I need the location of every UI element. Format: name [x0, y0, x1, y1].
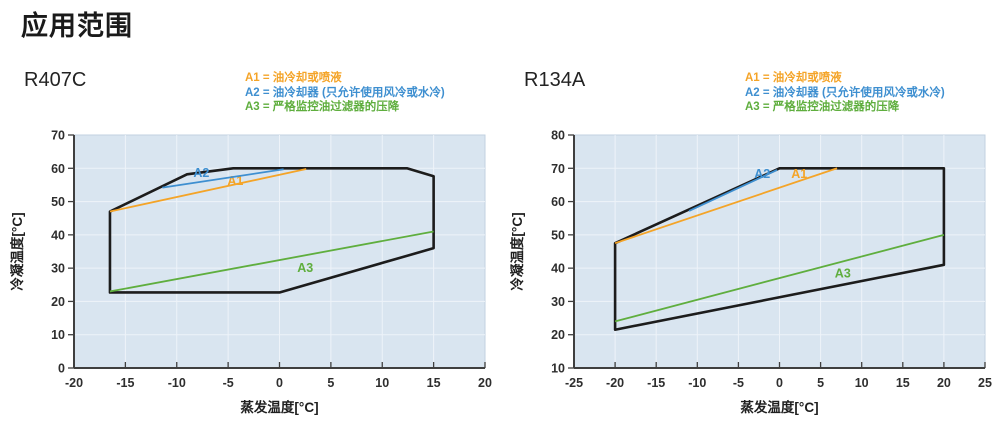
chart-title-r407c: R407C: [24, 69, 87, 91]
svg-text:20: 20: [51, 295, 65, 309]
legend-item-a1: A1 = 油冷却或喷液: [745, 72, 842, 84]
svg-text:70: 70: [551, 162, 565, 176]
svg-text:-20: -20: [65, 376, 83, 390]
legend-r407c: A1 = 油冷却或喷液 A2 = 油冷却器 (只允许使用风冷或水冷) A3 = …: [245, 71, 445, 115]
svg-text:5: 5: [327, 376, 334, 390]
svg-text:0: 0: [276, 376, 283, 390]
line-label-a3: A3: [835, 266, 851, 280]
svg-text:10: 10: [855, 376, 869, 390]
page-title: 应用范围: [21, 11, 133, 41]
chart-header-r134a: R134A A1 = 油冷却或喷液 A2 = 油冷却器 (只允许使用风冷或水冷)…: [500, 60, 1000, 118]
legend-item-a2: A2 = 油冷却器 (只允许使用风冷或水冷): [245, 86, 445, 99]
chart-block-r407c: R407C A1 = 油冷却或喷液 A2 = 油冷却器 (只允许使用风冷或水冷)…: [0, 60, 500, 441]
svg-text:-5: -5: [733, 376, 744, 390]
svg-text:0: 0: [776, 376, 783, 390]
x-axis-title: 蒸发温度[°C]: [740, 399, 818, 415]
svg-text:20: 20: [551, 328, 565, 342]
svg-text:20: 20: [478, 376, 492, 390]
svg-text:60: 60: [551, 195, 565, 209]
svg-text:-10: -10: [688, 376, 706, 390]
svg-text:-25: -25: [565, 376, 583, 390]
svg-text:0: 0: [58, 362, 65, 376]
line-a1: [109, 168, 307, 213]
chart-title-r134a: R134A: [524, 69, 586, 91]
line-a2: [162, 168, 284, 189]
svg-text:-15: -15: [647, 376, 665, 390]
svg-text:80: 80: [551, 129, 565, 143]
svg-text:70: 70: [51, 129, 65, 143]
operating-envelope: [108, 166, 435, 294]
line-a3: [109, 230, 434, 293]
line-a3: [614, 233, 945, 323]
tick-labels: -20 -15 -10 -5 0 5 10 15 20 0 10 20 30 40 50 60 70: [51, 129, 492, 391]
legend-item-a2: A2 = 油冷却器 (只允许使用风冷或水冷): [745, 86, 945, 99]
svg-text:30: 30: [51, 262, 65, 276]
svg-text:60: 60: [51, 162, 65, 176]
svg-text:40: 40: [551, 262, 565, 276]
line-a2: [688, 169, 778, 212]
svg-text:5: 5: [817, 376, 824, 390]
svg-text:-10: -10: [168, 376, 186, 390]
svg-text:50: 50: [551, 228, 565, 242]
legend-item-a3: A3 = 严格监控油过滤器的压降: [245, 101, 400, 113]
x-axis-title: 蒸发温度[°C]: [240, 399, 318, 415]
chart-canvas-r134a: -25 -20 -15 -10 -5 0 5 10 15 20 25 10 20 30 40 50 60 70 80…: [509, 129, 992, 416]
line-label-a3: A3: [297, 261, 313, 275]
series-lines: A1 A2 A3: [614, 167, 945, 323]
svg-text:30: 30: [551, 295, 565, 309]
chart-canvas-r407c: -20 -15 -10 -5 0 5 10 15 20010203040506070A1A2A3…: [9, 129, 492, 416]
line-label-a1: A1: [791, 167, 807, 181]
legend-r134a: A1 = 油冷却或喷液 A2 = 油冷却器 (只允许使用风冷或水冷) A3 = …: [745, 71, 945, 115]
svg-text:10: 10: [51, 328, 65, 342]
svg-text:10: 10: [375, 376, 389, 390]
svg-text:-15: -15: [116, 376, 134, 390]
legend-item-a1: A1 = 油冷却或喷液: [245, 72, 342, 84]
gridlines: [74, 135, 485, 368]
svg-text:25: 25: [978, 376, 992, 390]
svg-text:50: 50: [51, 195, 65, 209]
svg-text:10: 10: [551, 362, 565, 376]
svg-text:-20: -20: [606, 376, 624, 390]
legend-item-a3: A3 = 严格监控油过滤器的压降: [745, 101, 900, 113]
chart-block-r134a: R134A A1 = 油冷却或喷液 A2 = 油冷却器 (只允许使用风冷或水冷)…: [500, 60, 1000, 441]
svg-text:-5: -5: [223, 376, 234, 390]
line-label-a2: A2: [193, 166, 209, 180]
chart-header-r407c: R407C A1 = 油冷却或喷液 A2 = 油冷却器 (只允许使用风冷或水冷)…: [0, 60, 500, 118]
svg-text:20: 20: [937, 376, 951, 390]
svg-text:15: 15: [896, 376, 910, 390]
y-axis-title: 冷凝温度[°C]: [9, 212, 25, 290]
line-a1: [614, 167, 838, 245]
tick-labels: -25 -20 -15 -10 -5 0 5 10 15 20 25 10 20 30 40 50 60 70 80: [551, 129, 992, 391]
svg-text:40: 40: [51, 228, 65, 242]
svg-text:15: 15: [427, 376, 441, 390]
line-label-a2: A2: [754, 167, 770, 181]
y-axis-title: 冷凝温度[°C]: [509, 212, 525, 290]
